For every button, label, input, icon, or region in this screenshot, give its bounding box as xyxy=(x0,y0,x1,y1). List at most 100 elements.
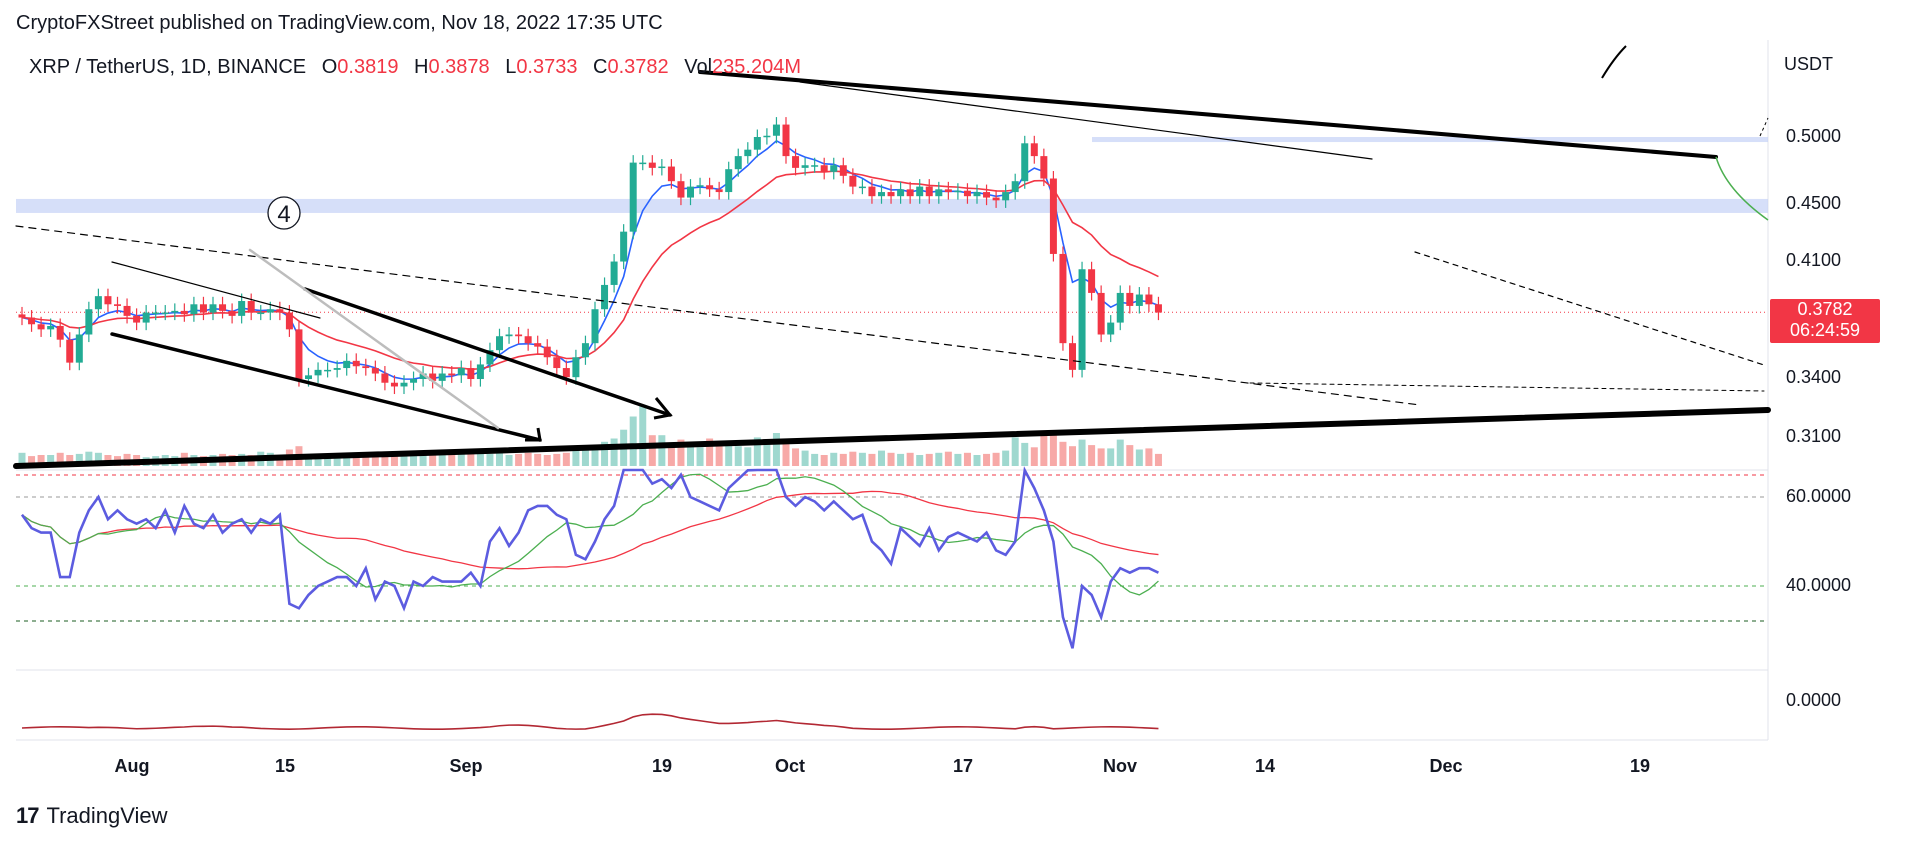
candle-body xyxy=(295,329,303,380)
candle-body xyxy=(534,343,542,347)
candle-body xyxy=(878,192,885,197)
candle-body xyxy=(362,366,370,369)
volume-bar xyxy=(333,456,341,466)
candle-body xyxy=(963,190,971,197)
support-zone xyxy=(1092,137,1768,143)
volume-bar xyxy=(772,433,780,466)
volume-bar xyxy=(562,452,570,466)
volume-bar xyxy=(429,453,437,466)
currency-label[interactable]: USDT xyxy=(1784,54,1833,74)
candle-body xyxy=(601,284,609,310)
time-tick: Nov xyxy=(1102,756,1138,776)
price-pane[interactable] xyxy=(16,40,1769,740)
price-tick: 0.5000 xyxy=(1786,126,1842,146)
volume-bar xyxy=(601,441,609,466)
volume-bar xyxy=(725,445,733,466)
volume-label: Vol xyxy=(684,56,713,78)
volume-bar xyxy=(448,455,456,466)
osc-pane[interactable] xyxy=(16,713,1768,741)
volume-bar xyxy=(629,416,637,466)
volume-bar xyxy=(792,448,800,466)
candle-body xyxy=(792,156,800,168)
close-label: C xyxy=(593,56,608,78)
candle-body xyxy=(1078,269,1086,370)
volume-bar xyxy=(572,450,580,466)
high-value: 0.3878 xyxy=(428,56,490,78)
volume-bar xyxy=(343,455,351,466)
symbol-name[interactable]: XRP / TetherUS, 1D, BINANCE xyxy=(29,56,307,78)
volume-bar xyxy=(753,437,761,466)
volume-bar xyxy=(1097,448,1105,466)
volume-bar xyxy=(1040,433,1048,466)
volume-bar xyxy=(371,455,379,466)
volume-bar xyxy=(505,455,513,466)
volume-bar xyxy=(658,435,666,466)
candle-body xyxy=(371,368,379,374)
candle-body xyxy=(56,325,64,340)
volume-bar xyxy=(314,456,322,466)
candle-body xyxy=(429,373,437,381)
candle-body xyxy=(352,360,360,367)
drawings-layer[interactable]: 4 xyxy=(13,45,1771,469)
volume-bar xyxy=(457,451,465,466)
time-tick: 19 xyxy=(651,756,673,776)
candle-body xyxy=(658,166,666,169)
candle-body xyxy=(515,334,523,337)
candle-body xyxy=(457,368,465,376)
candle-body xyxy=(648,162,656,168)
volume-bar xyxy=(849,451,857,466)
candle-body xyxy=(1021,143,1029,182)
volume-bar xyxy=(973,455,981,466)
candle-body xyxy=(858,186,866,189)
symbol-legend: XRP / TetherUS, 1D, BINANCE O0.3819 H0.3… xyxy=(29,56,801,79)
wave-4-marker xyxy=(267,196,301,230)
volume-bar xyxy=(1021,442,1029,466)
candle-body xyxy=(1059,253,1067,344)
rsi-fast-signal xyxy=(21,473,1159,596)
volume-bar xyxy=(744,447,752,466)
candle-body xyxy=(839,165,847,176)
candle-body xyxy=(142,312,150,323)
dashed-projection-line xyxy=(1414,251,1765,366)
volume-bar xyxy=(390,455,398,466)
candle-body xyxy=(687,186,694,198)
volume-bar xyxy=(734,446,742,466)
candle-body xyxy=(753,137,761,150)
thin-resistance-line xyxy=(799,81,1373,160)
open-label: O xyxy=(321,56,338,78)
candle-body xyxy=(1040,156,1048,179)
candle-body xyxy=(18,314,26,318)
candle-body xyxy=(85,309,93,335)
candle-body xyxy=(37,324,45,330)
candle-body xyxy=(209,304,217,313)
candle-body xyxy=(992,197,1000,201)
candle-body xyxy=(887,192,895,197)
candle-body xyxy=(476,364,484,380)
candle-body xyxy=(820,165,828,172)
candle-body xyxy=(75,334,83,363)
wedge-thin-line xyxy=(111,261,321,319)
rsi-pane[interactable] xyxy=(16,466,1768,671)
volume-bar xyxy=(1030,447,1038,466)
candle-body xyxy=(639,162,647,165)
candle-body xyxy=(410,379,418,383)
candle-body xyxy=(276,309,284,313)
candle-body xyxy=(1097,292,1105,335)
volume-bar xyxy=(47,455,55,466)
volume-bar xyxy=(667,444,675,466)
candle-body xyxy=(390,382,398,387)
volume-bar xyxy=(524,452,532,466)
candle-body xyxy=(1116,292,1124,323)
volume-bar xyxy=(811,453,819,466)
oscillator-line xyxy=(21,713,1159,730)
rsi-slow-signal xyxy=(21,490,1159,570)
volume-bar xyxy=(496,452,503,466)
volume-bar xyxy=(858,452,866,466)
tradingview-logo[interactable]: 17 TradingView xyxy=(16,803,168,829)
candle-body xyxy=(572,357,580,378)
volume-bar xyxy=(1049,430,1057,466)
candle-body xyxy=(285,312,293,330)
candle-body xyxy=(486,350,494,365)
candle-body xyxy=(954,190,962,193)
